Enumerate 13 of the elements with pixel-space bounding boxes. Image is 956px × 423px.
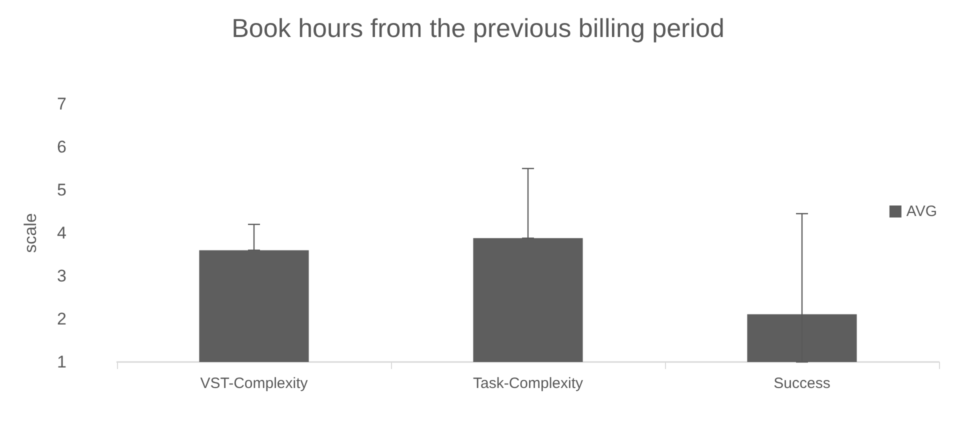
y-tick-label: 6 xyxy=(57,138,66,156)
x-tick-label: Task-Complexity xyxy=(472,375,584,392)
legend-label: AVG xyxy=(906,203,938,220)
y-tick-label: 2 xyxy=(57,310,66,328)
y-tick-label: 5 xyxy=(57,180,66,200)
y-tick-label: 7 xyxy=(57,94,66,114)
y-tick-label: 1 xyxy=(57,352,66,372)
chart-title: Book hours from the previous billing period xyxy=(232,13,724,43)
y-tick-label: 3 xyxy=(57,266,66,286)
y-tick-label: 4 xyxy=(57,224,66,242)
x-tick-label: VST-Complexity xyxy=(200,375,308,392)
x-tick-label: Success xyxy=(774,375,830,392)
y-axis-title: scale xyxy=(21,213,40,253)
